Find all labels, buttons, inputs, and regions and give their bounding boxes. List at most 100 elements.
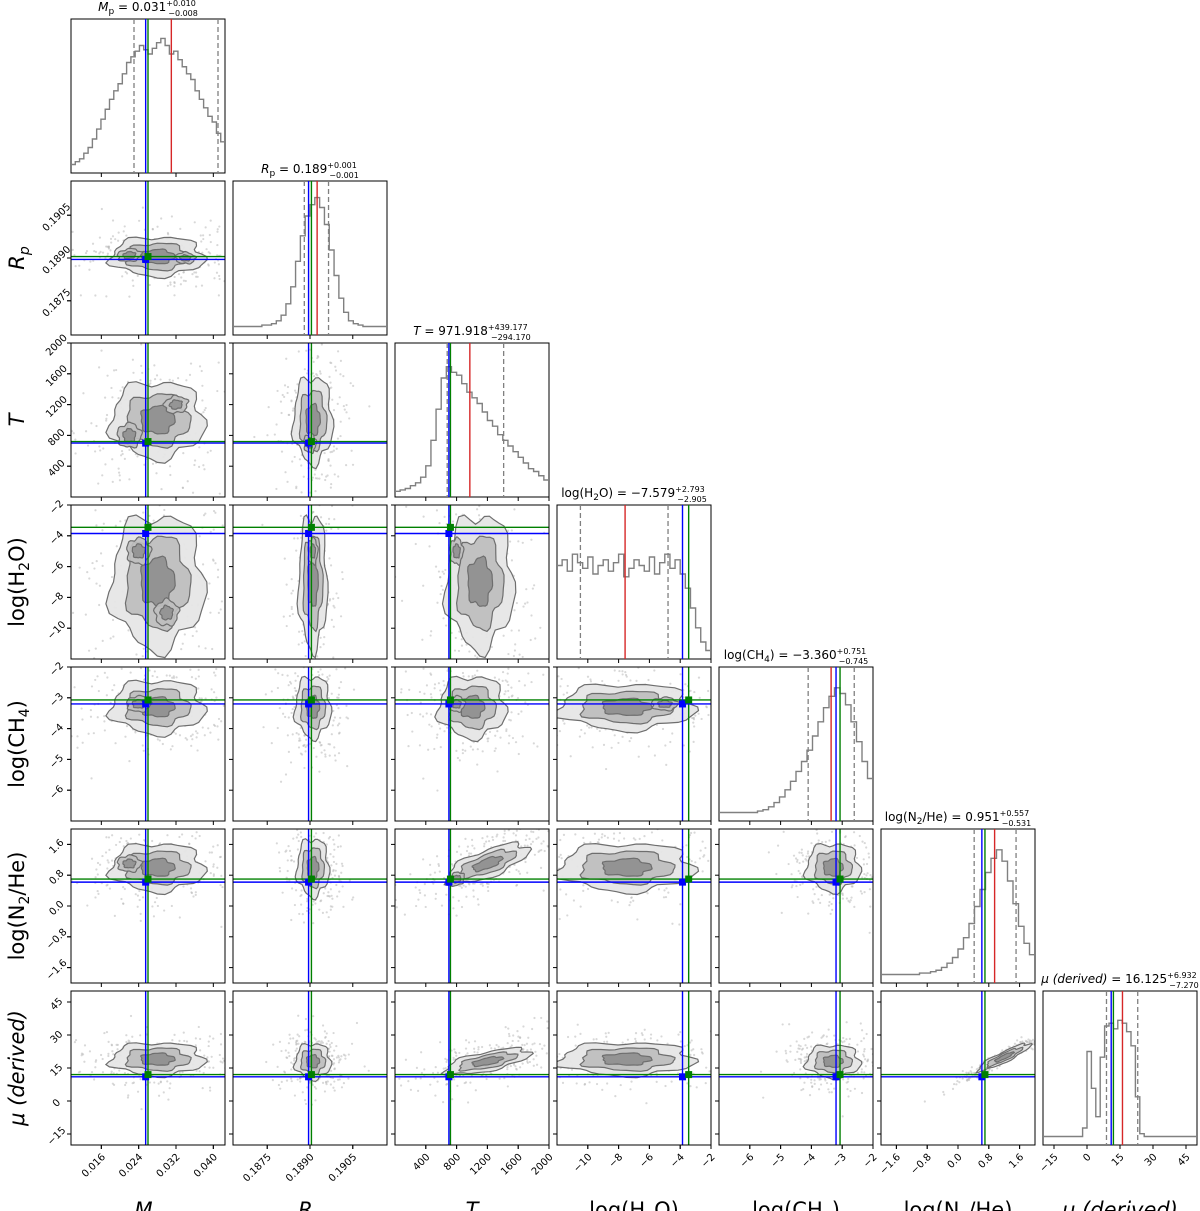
pair-panel-Mp-H2O [57,504,226,660]
scatter-point [283,1070,286,1073]
scatter-point [667,891,670,894]
scatter-point [166,834,169,837]
scatter-point [335,1056,339,1059]
scatter-point [345,403,348,407]
scatter-point [796,895,799,899]
scatter-point [201,399,204,402]
scatter-point [554,802,556,804]
scatter-point [207,1044,210,1048]
scatter-point [64,867,66,869]
scatter-point [124,1083,127,1087]
scatter-point [522,1025,525,1028]
scatter-point [172,822,174,824]
scatter-point [812,901,815,905]
scatter-point [194,1044,197,1047]
scatter-point [336,845,340,848]
scatter-point [173,294,176,297]
scatter-point [107,861,110,864]
scatter-point [352,896,355,899]
scatter-point [552,685,554,687]
scatter-point [338,686,341,689]
scatter-point [279,400,283,403]
scatter-point [337,693,340,696]
scatter-point [465,895,468,898]
scatter-point [286,869,289,873]
scatter-point [414,886,417,889]
scatter-point [276,726,279,730]
scatter-point [800,875,804,878]
scatter-point [195,831,198,834]
scatter-point [455,850,459,853]
scatter-point [212,865,215,868]
scatter-point [422,858,425,861]
scatter-point [220,874,223,877]
scatter-point [541,1047,544,1050]
scatter-point [325,475,328,478]
scatter-point [634,838,637,841]
scatter-point [141,744,144,747]
scatter-point [57,587,59,589]
contour-level [131,543,147,559]
scatter-point [507,1027,510,1030]
scatter-point [525,834,528,837]
scatter-point [135,653,138,656]
scatter-point [316,374,319,377]
scatter-point [298,630,301,633]
scatter-point [131,279,134,282]
scatter-point [518,872,522,875]
scatter-point [494,747,497,750]
truth-green-marker [144,438,152,446]
scatter-point [540,1066,543,1069]
scatter-point [697,712,700,715]
scatter-point [421,638,424,641]
scatter-point [701,840,704,843]
scatter-point [432,882,435,885]
scatter-point [290,605,293,609]
scatter-point [876,874,878,876]
scatter-point [281,673,284,676]
scatter-point [289,682,293,685]
scatter-point [103,715,106,718]
scatter-point [297,733,300,736]
scatter-point [201,563,205,566]
scatter-point [507,529,510,532]
scatter-point [425,684,429,687]
scatter-point [348,879,351,882]
scatter-point [690,831,693,835]
scatter-point [117,397,120,400]
scatter-point [439,727,442,730]
scatter-point [530,680,533,684]
scatter-point [88,268,91,271]
truth-green-marker [144,1071,152,1079]
scatter-point [318,908,321,911]
scatter-point [171,379,174,382]
scatter-point [442,1067,445,1070]
scatter-point [339,680,343,684]
scatter-point [332,625,335,628]
scatter-point [311,372,315,375]
scatter-point [333,843,336,846]
scatter-point [159,827,161,829]
scatter-point [322,643,325,646]
scatter-point [227,418,229,420]
scatter-point [126,1096,130,1099]
scatter-point [182,279,186,282]
truth-blue-marker [445,700,453,708]
contour-level [471,855,504,873]
scatter-point [217,611,220,615]
scatter-point [464,749,467,752]
scatter-point [192,895,195,898]
scatter-point [590,726,593,729]
scatter-point [87,732,90,735]
scatter-point [589,841,592,844]
scatter-point [535,1063,539,1066]
scatter-point [119,837,123,840]
scatter-point [325,843,328,846]
scatter-point [521,1043,524,1046]
scatter-point [328,754,331,757]
scatter-point [103,396,107,399]
scatter-point [526,1061,529,1064]
hist-steps [233,196,387,328]
scatter-point [285,849,288,852]
scatter-point [657,888,661,891]
